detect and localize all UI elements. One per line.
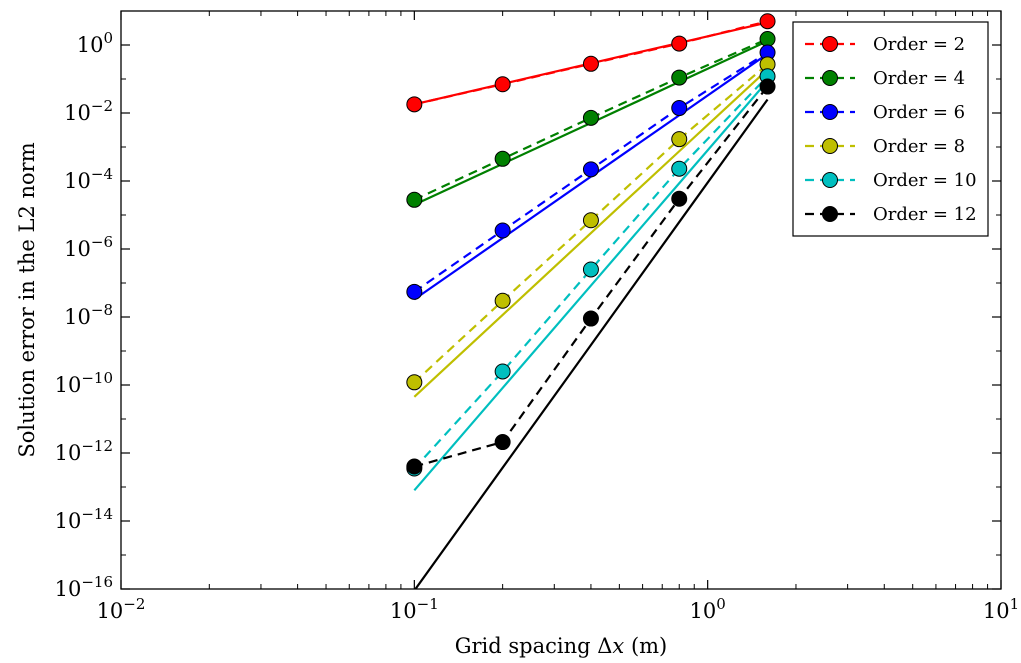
legend-item: Order = 12 bbox=[805, 204, 977, 225]
legend-item: Order = 2 bbox=[805, 34, 965, 55]
data-point-order-6 bbox=[671, 100, 688, 117]
fit-line-order-8 bbox=[413, 68, 769, 398]
y-tick-label: 10−6 bbox=[64, 233, 113, 261]
y-axis-label: Solution error in the L2 norm bbox=[15, 142, 39, 457]
data-point-order-10 bbox=[494, 363, 511, 380]
y-tick-label: 10−12 bbox=[55, 437, 113, 465]
data-point-order-12 bbox=[582, 310, 599, 327]
legend-label: Order = 6 bbox=[873, 102, 965, 123]
fit-line-order-10 bbox=[413, 80, 769, 492]
y-tick-label: 10−14 bbox=[55, 505, 113, 533]
legend-item: Order = 6 bbox=[805, 102, 965, 123]
legend-swatch-marker bbox=[822, 138, 838, 154]
data-point-order-2 bbox=[671, 35, 688, 52]
y-tick-label: 10−4 bbox=[64, 165, 113, 193]
data-point-order-10 bbox=[671, 160, 688, 177]
legend-box bbox=[792, 21, 989, 237]
fit-line-order-12 bbox=[414, 98, 769, 589]
x-tick-label: 10−1 bbox=[390, 595, 439, 623]
data-point-order-12 bbox=[759, 78, 776, 95]
data-point-order-12 bbox=[494, 434, 511, 451]
legend-label: Order = 2 bbox=[873, 34, 965, 55]
data-point-order-8 bbox=[671, 131, 688, 148]
data-point-order-8 bbox=[406, 374, 423, 391]
data-point-order-12 bbox=[671, 190, 688, 207]
legend-swatch-marker bbox=[822, 36, 838, 52]
legend-item: Order = 10 bbox=[805, 170, 977, 191]
y-tick-label: 100 bbox=[77, 29, 113, 57]
legend-swatch-marker bbox=[822, 104, 838, 120]
y-tick-label: 10−2 bbox=[64, 97, 113, 125]
data-point-order-10 bbox=[582, 261, 599, 278]
data-point-order-6 bbox=[494, 222, 511, 239]
legend-item: Order = 8 bbox=[805, 136, 965, 157]
legend-swatch-marker bbox=[822, 70, 838, 86]
data-point-order-6 bbox=[582, 161, 599, 178]
y-tick-label: 10−16 bbox=[55, 573, 113, 601]
measured-line-order-10 bbox=[413, 75, 769, 470]
plot-frame bbox=[120, 10, 1002, 590]
legend-label: Order = 4 bbox=[873, 68, 965, 89]
data-point-order-4 bbox=[671, 69, 688, 86]
data-point-order-4 bbox=[759, 31, 776, 48]
x-tick-label: 100 bbox=[690, 595, 726, 623]
x-axis-label: Grid spacing Δx (m) bbox=[455, 634, 668, 658]
legend-label: Order = 8 bbox=[873, 136, 965, 157]
measured-line-order-4 bbox=[413, 38, 768, 201]
data-point-order-2 bbox=[494, 76, 511, 93]
legend-swatch-marker bbox=[822, 206, 838, 222]
legend-label: Order = 12 bbox=[873, 204, 977, 225]
data-point-order-2 bbox=[759, 13, 776, 30]
data-point-order-6 bbox=[406, 283, 423, 300]
legend-label: Order = 10 bbox=[873, 170, 977, 191]
data-point-order-12 bbox=[406, 458, 423, 475]
legend-swatch-marker bbox=[822, 172, 838, 188]
data-point-order-2 bbox=[582, 55, 599, 72]
data-point-order-4 bbox=[406, 191, 423, 208]
data-point-order-4 bbox=[494, 150, 511, 167]
data-point-order-2 bbox=[406, 96, 423, 113]
series-layer bbox=[406, 13, 776, 589]
data-point-order-8 bbox=[582, 212, 599, 229]
x-tick-label: 10−2 bbox=[97, 595, 146, 623]
measured-line-order-8 bbox=[413, 63, 769, 384]
data-point-order-8 bbox=[494, 292, 511, 309]
data-point-order-4 bbox=[582, 109, 599, 126]
y-tick-label: 10−8 bbox=[64, 301, 113, 329]
y-tick-label: 10−10 bbox=[55, 369, 113, 397]
x-tick-label: 101 bbox=[983, 595, 1019, 623]
legend: Order = 2 Order = 4 Order = 6 Order = 8 Orde… bbox=[792, 21, 989, 237]
legend-item: Order = 4 bbox=[805, 68, 965, 89]
